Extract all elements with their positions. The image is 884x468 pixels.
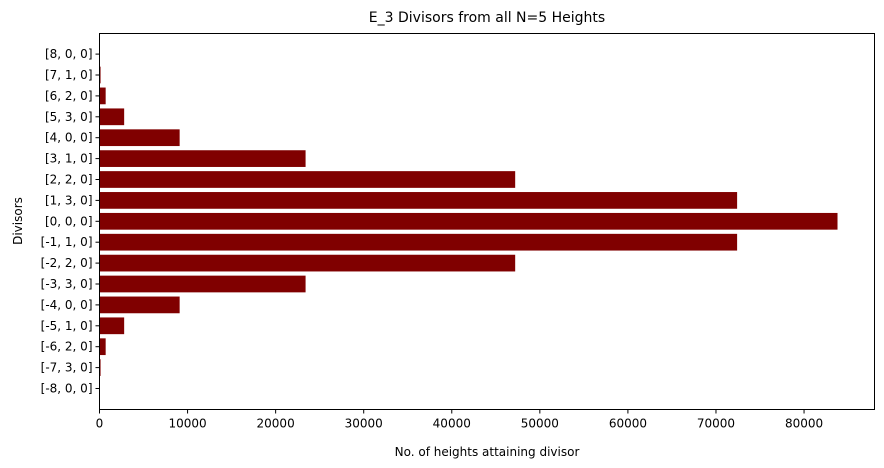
y-tick-label: [5, 3, 0] [45, 110, 93, 124]
x-tick-label: 40000 [433, 417, 471, 431]
bar [99, 296, 180, 314]
x-axis-label: No. of heights attaining divisor [395, 445, 580, 459]
y-axis-label: Divisors [11, 197, 25, 245]
y-tick-label: [4, 0, 0] [45, 131, 93, 145]
y-tick-label: [-4, 0, 0] [41, 298, 93, 312]
chart-title: E_3 Divisors from all N=5 Heights [369, 10, 605, 26]
y-tick-label: [-2, 2, 0] [41, 256, 93, 270]
y-tick-label: [-7, 3, 0] [41, 361, 93, 375]
x-tick-label: 30000 [345, 417, 383, 431]
x-tick-label: 10000 [168, 417, 206, 431]
bar [99, 87, 106, 105]
bar [99, 108, 125, 126]
y-tick-label: [2, 2, 0] [45, 173, 93, 187]
x-tick-label: 20000 [257, 417, 295, 431]
y-tick-label: [-3, 3, 0] [41, 277, 93, 291]
x-tick-label: 60000 [609, 417, 647, 431]
y-tick-label: [7, 1, 0] [45, 68, 93, 82]
bar [99, 66, 101, 84]
y-tick-label: [-5, 1, 0] [41, 319, 93, 333]
bars-group [99, 45, 838, 397]
x-tick-label: 70000 [697, 417, 735, 431]
bar [99, 171, 516, 188]
y-tick-label: [8, 0, 0] [45, 47, 93, 61]
bar [99, 233, 738, 251]
bar [99, 359, 101, 376]
bar [99, 338, 106, 356]
y-tick-label: [-8, 0, 0] [41, 382, 93, 396]
y-tick-label: [-6, 2, 0] [41, 340, 93, 354]
y-tick-label: [1, 3, 0] [45, 193, 93, 207]
y-ticks-group: [-8, 0, 0] [-7, 3, 0] [-6, 2, 0] [-5, 1, 0]… [41, 47, 100, 396]
y-tick-label: [0, 0, 0] [45, 214, 93, 228]
bar [99, 129, 180, 147]
y-tick-label: [-1, 1, 0] [41, 235, 93, 249]
x-tick-label: 50000 [521, 417, 559, 431]
x-tick-label: 0 [96, 417, 104, 431]
x-ticks-group: 0 10000 20000 30000 40000 50000 60000 70000 8000… [96, 409, 823, 431]
bar [99, 275, 306, 293]
bar [99, 317, 125, 335]
bar [99, 212, 838, 230]
plot-frame [99, 33, 875, 410]
y-tick-label: [3, 1, 0] [45, 152, 93, 166]
bar [99, 150, 306, 167]
bar [99, 192, 738, 209]
bar [99, 254, 516, 272]
y-tick-label: [6, 2, 0] [45, 89, 93, 103]
x-tick-label: 80000 [785, 417, 823, 431]
